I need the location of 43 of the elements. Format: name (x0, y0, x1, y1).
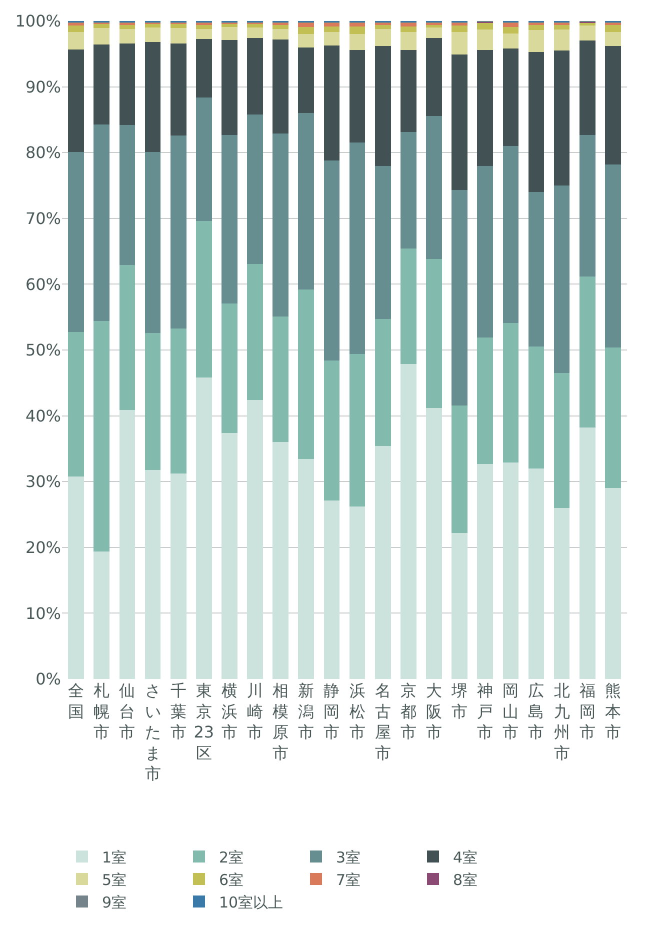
x-tick-label: 熊本市 (604, 681, 621, 742)
legend-label: 7室 (336, 870, 361, 889)
x-tick-label: 広島市 (528, 681, 544, 742)
x-tick-label: 川崎市 (247, 681, 264, 742)
legend-label: 6室 (219, 870, 244, 889)
x-tick-label: 横浜市 (221, 681, 238, 742)
y-tick-label: 0% (36, 670, 61, 689)
y-tick-label: 90% (25, 77, 61, 96)
x-tick-label: 静岡市 (324, 681, 340, 742)
y-tick-label: 30% (25, 472, 61, 492)
y-tick-label: 100% (15, 12, 61, 31)
x-tick-label: 札幌市 (94, 681, 110, 742)
x-tick-label: 名古屋市 (374, 681, 391, 762)
y-tick-label: 20% (25, 538, 61, 557)
x-tick-label: 東京23区 (194, 681, 214, 762)
y-tick-label: 80% (25, 143, 61, 162)
x-tick-label: 相模原市 (272, 681, 289, 762)
x-tick-label: 仙台市 (119, 681, 136, 742)
y-tick-label: 70% (25, 209, 61, 228)
x-tick-label: 福岡市 (579, 681, 596, 742)
legend-label: 3室 (336, 848, 361, 866)
y-tick-label: 50% (25, 340, 61, 360)
x-tick-label: 新潟市 (298, 681, 314, 742)
x-tick-label: 岡山市 (502, 681, 519, 742)
x-tick-label: 大阪市 (426, 681, 442, 742)
legend-label: 4室 (453, 848, 478, 866)
x-tick-label: 千葉市 (170, 681, 186, 742)
x-tick-label: さいたま市 (144, 681, 161, 784)
legend-label: 2室 (219, 848, 244, 866)
y-tick-label: 60% (25, 274, 61, 294)
legend-label: 10室以上 (219, 893, 284, 912)
x-tick-label: 全国 (68, 681, 84, 721)
x-tick-label: 北九州市 (554, 681, 570, 762)
y-tick-label: 10% (25, 604, 61, 623)
y-tick-label: 40% (25, 406, 61, 426)
x-tick-label: 京都市 (400, 681, 416, 742)
legend-label: 5室 (102, 870, 127, 889)
x-tick-label: 堺市 (450, 681, 468, 721)
legend-label: 1室 (102, 848, 127, 866)
legend-label: 9室 (102, 893, 127, 912)
x-tick-label: 神戸市 (477, 681, 494, 742)
x-tick-label: 浜松市 (349, 681, 366, 742)
legend-label: 8室 (453, 870, 478, 889)
